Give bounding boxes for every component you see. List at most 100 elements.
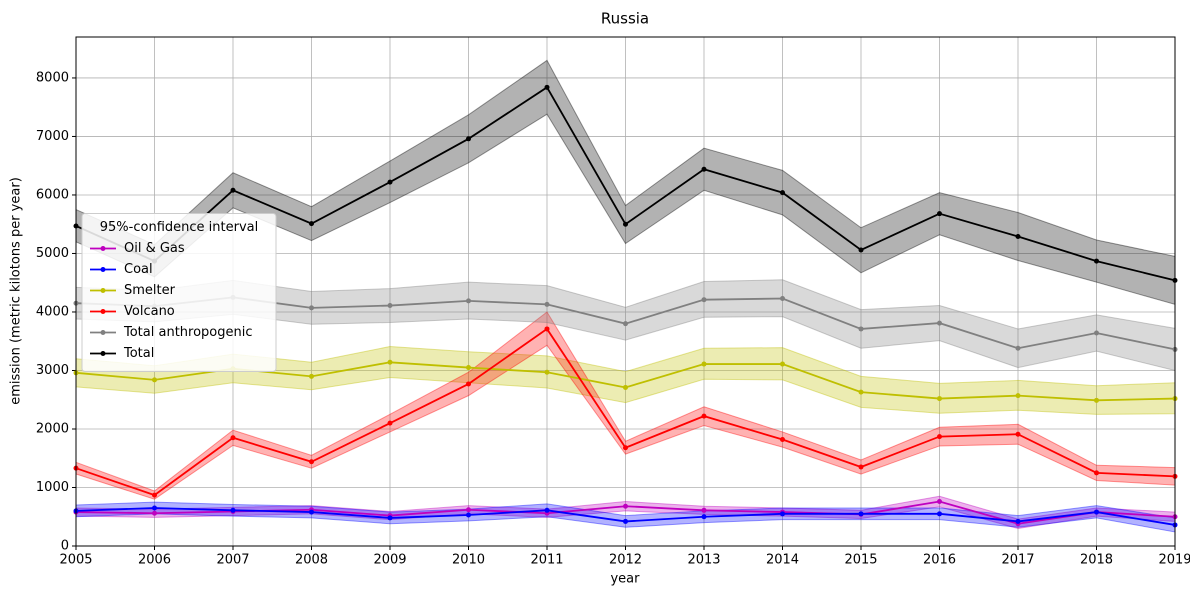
data-point [623, 321, 628, 327]
data-point [858, 389, 864, 395]
data-point [623, 221, 628, 227]
legend-marker [100, 246, 106, 251]
data-point [230, 507, 236, 513]
data-point [701, 166, 707, 172]
legend-marker [100, 309, 106, 314]
data-point [230, 187, 236, 193]
x-tick-label: 2015 [844, 553, 877, 568]
data-point [544, 84, 550, 90]
data-point [1094, 509, 1099, 515]
data-point [152, 510, 157, 516]
x-tick-label: 2014 [766, 553, 799, 568]
data-point [937, 396, 942, 402]
legend: 95%-confidence interval Oil & Gas Coal Smel… [81, 213, 277, 372]
data-point [1015, 234, 1021, 240]
data-point [780, 361, 785, 367]
data-point [152, 377, 157, 383]
data-point [701, 507, 707, 513]
data-point [780, 296, 785, 302]
x-tick-label: 2008 [295, 553, 328, 568]
data-point [1015, 393, 1021, 399]
data-point [466, 512, 471, 518]
data-point [937, 511, 942, 517]
data-point [544, 507, 550, 513]
y-tick-label: 7000 [36, 129, 69, 144]
data-point [1094, 397, 1099, 403]
data-point [387, 179, 393, 185]
x-tick-label: 2017 [1001, 553, 1034, 568]
legend-label: Volcano [124, 304, 175, 319]
x-tick-label: 2005 [59, 553, 92, 568]
data-point [701, 361, 707, 367]
data-point [1094, 258, 1099, 264]
data-point [152, 492, 157, 498]
data-point [309, 305, 314, 311]
y-tick-label: 8000 [36, 70, 69, 85]
data-point [544, 369, 550, 375]
data-point [623, 445, 628, 451]
data-point [309, 509, 314, 515]
x-tick-label: 2011 [530, 553, 563, 568]
data-point [387, 303, 393, 309]
data-point [466, 381, 471, 387]
data-point [937, 499, 942, 505]
data-point [937, 434, 942, 440]
data-point [937, 211, 942, 217]
data-point [623, 518, 628, 524]
data-point [623, 503, 628, 509]
data-point [858, 511, 864, 517]
y-tick-label: 6000 [36, 187, 69, 202]
x-tick-label: 2013 [687, 553, 720, 568]
data-point [701, 413, 707, 419]
x-tick-label: 2019 [1158, 553, 1190, 568]
data-point [701, 297, 707, 303]
y-tick-label: 5000 [36, 246, 69, 261]
data-point [309, 459, 314, 465]
data-point [1015, 518, 1021, 524]
data-point [780, 437, 785, 443]
data-point [387, 359, 393, 365]
legend-label: Smelter [124, 283, 176, 298]
legend-label: Total [123, 346, 154, 361]
data-point [466, 136, 471, 142]
x-tick-label: 2006 [138, 553, 171, 568]
legend-label: Coal [124, 262, 153, 277]
x-tick-label: 2010 [452, 553, 485, 568]
legend-marker [100, 267, 106, 272]
legend-marker [100, 330, 106, 335]
data-point [780, 511, 785, 517]
data-point [623, 384, 628, 390]
data-point [858, 326, 864, 332]
data-point [544, 301, 550, 307]
data-point [1015, 431, 1021, 437]
legend-label: Total anthropogenic [123, 325, 253, 340]
y-axis-label: emission (metric kilotons per year) [9, 177, 24, 405]
data-point [466, 507, 471, 513]
x-tick-label: 2018 [1080, 553, 1113, 568]
data-point [1094, 330, 1099, 336]
data-point [858, 464, 864, 470]
data-point [544, 326, 550, 332]
data-point [387, 515, 393, 521]
data-point [1015, 345, 1021, 351]
chart-title: Russia [601, 10, 649, 28]
data-point [780, 190, 785, 196]
data-point [466, 298, 471, 304]
x-tick-label: 2016 [923, 553, 956, 568]
data-point [858, 247, 864, 253]
y-tick-label: 2000 [36, 421, 69, 436]
legend-marker [100, 288, 106, 293]
data-point [701, 514, 707, 520]
data-point [387, 420, 393, 426]
x-tick-label: 2012 [609, 553, 642, 568]
data-point [937, 320, 942, 326]
y-tick-label: 1000 [36, 480, 69, 495]
data-point [466, 365, 471, 371]
x-axis-label: year [610, 572, 640, 587]
data-point [1094, 470, 1099, 476]
legend-box [81, 213, 277, 372]
data-point [309, 373, 314, 379]
y-tick-label: 0 [61, 539, 69, 554]
y-tick-label: 3000 [36, 363, 69, 378]
